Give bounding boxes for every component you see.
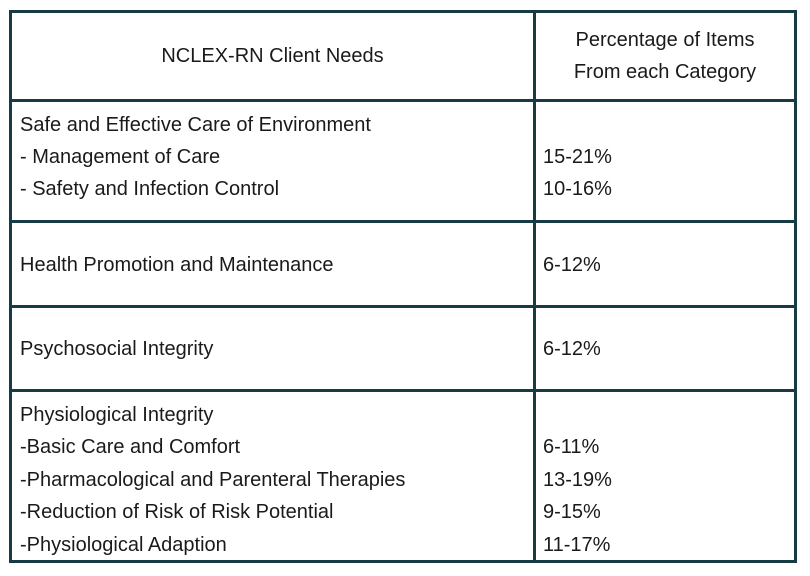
nclex-client-needs-table: NCLEX-RN Client Needs Percentage of Item… — [9, 10, 797, 563]
subcategory-label: -Reduction of Risk of Risk Potential — [20, 501, 334, 523]
percentage-value: 13-19% — [543, 469, 612, 491]
percentage-cell: 15-21% 10-16% — [536, 102, 794, 220]
client-need-cell: Safe and Effective Care of Environment -… — [12, 102, 533, 220]
header-percentage-line1: Percentage of Items — [575, 29, 755, 51]
percentage-cell: 6-12% — [536, 308, 794, 389]
percentage-value: 11-17% — [543, 534, 611, 556]
table-row-health-promotion: Health Promotion and Maintenance 6-12% — [12, 220, 794, 305]
subcategory-label: - Safety and Infection Control — [20, 178, 280, 200]
subcategory-label: -Pharmacological and Parenteral Therapie… — [20, 469, 406, 491]
header-client-needs: NCLEX-RN Client Needs — [12, 13, 533, 99]
header-percentage: Percentage of Items From each Category — [536, 13, 794, 99]
table-row-physiological-integrity: Physiological Integrity -Basic Care and … — [12, 389, 794, 560]
subcategory-label: -Basic Care and Comfort — [20, 436, 241, 458]
header-percentage-line2: From each Category — [573, 61, 757, 83]
percentage-value: 10-16% — [543, 178, 612, 200]
percentage-value: 6-12% — [543, 254, 601, 276]
column-divider — [533, 223, 536, 305]
table-row-safe-effective-care: Safe and Effective Care of Environment -… — [12, 99, 794, 220]
column-divider — [533, 13, 536, 99]
subcategory-label: -Physiological Adaption — [20, 534, 227, 556]
client-need-cell: Physiological Integrity -Basic Care and … — [12, 392, 533, 560]
category-label: Physiological Integrity — [20, 404, 214, 426]
header-row: NCLEX-RN Client Needs Percentage of Item… — [12, 13, 794, 99]
column-divider — [533, 308, 536, 389]
category-label: Psychosocial Integrity — [20, 338, 214, 360]
percentage-cell: 6-11% 13-19% 9-15% 11-17% — [536, 392, 794, 560]
table-row-psychosocial-integrity: Psychosocial Integrity 6-12% — [12, 305, 794, 389]
percentage-value: 6-12% — [543, 338, 601, 360]
column-divider — [533, 392, 536, 560]
subcategory-label: - Management of Care — [20, 146, 221, 168]
client-need-cell: Psychosocial Integrity — [12, 308, 533, 389]
percentage-value: 15-21% — [543, 146, 612, 168]
category-label: Safe and Effective Care of Environment — [20, 114, 371, 136]
category-label: Health Promotion and Maintenance — [20, 254, 334, 276]
percentage-value: 9-15% — [543, 501, 601, 523]
column-divider — [533, 102, 536, 220]
percentage-cell: 6-12% — [536, 223, 794, 305]
percentage-value: 6-11% — [543, 436, 600, 458]
client-need-cell: Health Promotion and Maintenance — [12, 223, 533, 305]
header-client-needs-label: NCLEX-RN Client Needs — [161, 45, 384, 67]
